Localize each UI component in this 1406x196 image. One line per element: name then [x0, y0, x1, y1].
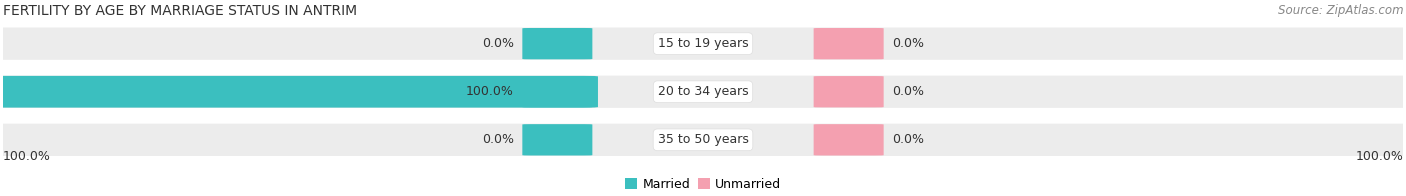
- FancyBboxPatch shape: [523, 124, 592, 155]
- FancyBboxPatch shape: [814, 76, 883, 107]
- FancyBboxPatch shape: [523, 28, 592, 59]
- Legend: Married, Unmarried: Married, Unmarried: [620, 173, 786, 196]
- FancyBboxPatch shape: [0, 26, 1406, 62]
- Text: 15 to 19 years: 15 to 19 years: [658, 37, 748, 50]
- Text: 0.0%: 0.0%: [482, 133, 515, 146]
- Text: 100.0%: 100.0%: [465, 85, 515, 98]
- FancyBboxPatch shape: [523, 76, 592, 107]
- Text: 20 to 34 years: 20 to 34 years: [658, 85, 748, 98]
- FancyBboxPatch shape: [814, 124, 883, 155]
- Text: Source: ZipAtlas.com: Source: ZipAtlas.com: [1278, 4, 1403, 17]
- Text: 0.0%: 0.0%: [891, 37, 924, 50]
- Text: 100.0%: 100.0%: [1355, 150, 1403, 163]
- FancyBboxPatch shape: [814, 28, 883, 59]
- Text: 0.0%: 0.0%: [891, 85, 924, 98]
- Text: 0.0%: 0.0%: [891, 133, 924, 146]
- FancyBboxPatch shape: [0, 76, 598, 108]
- FancyBboxPatch shape: [0, 122, 1406, 158]
- Text: 100.0%: 100.0%: [3, 150, 51, 163]
- FancyBboxPatch shape: [0, 74, 1406, 110]
- Text: 0.0%: 0.0%: [482, 37, 515, 50]
- Text: FERTILITY BY AGE BY MARRIAGE STATUS IN ANTRIM: FERTILITY BY AGE BY MARRIAGE STATUS IN A…: [3, 4, 357, 18]
- Text: 35 to 50 years: 35 to 50 years: [658, 133, 748, 146]
